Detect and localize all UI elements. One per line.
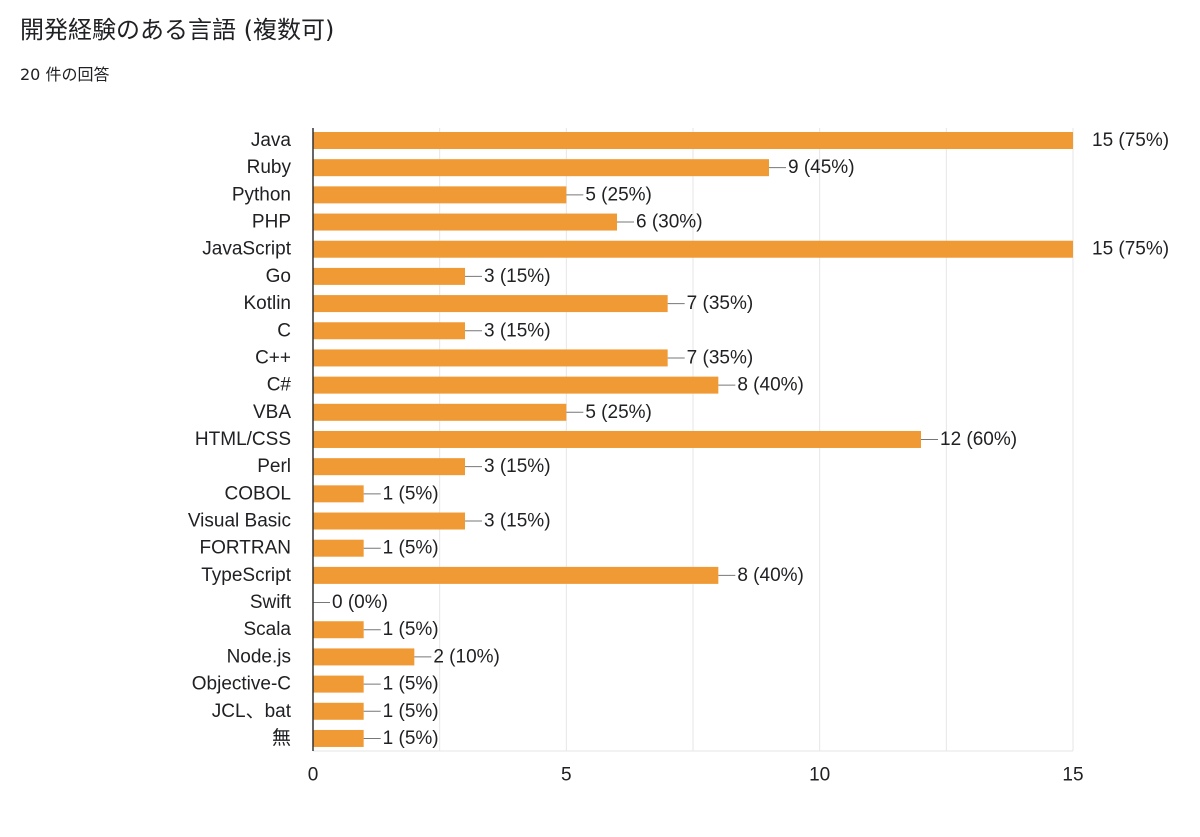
x-tick-label: 0: [308, 765, 319, 786]
data-label: 8 (40%): [737, 375, 804, 396]
category-label: Go: [266, 266, 291, 287]
data-label: 7 (35%): [687, 293, 754, 314]
bar: [313, 213, 617, 231]
x-tick-label: 15: [1062, 765, 1083, 786]
data-label: 1 (5%): [383, 701, 439, 722]
data-label: 15 (75%): [1092, 239, 1169, 260]
bar: [313, 729, 364, 747]
chart-title: 開発経験のある言語 (複数可): [20, 16, 335, 44]
category-label: VBA: [253, 402, 291, 423]
category-label: JavaScript: [202, 239, 291, 260]
bar: [313, 485, 364, 503]
category-label: PHP: [252, 212, 291, 233]
category-label: C++: [255, 347, 291, 368]
category-label: Visual Basic: [188, 511, 291, 532]
bar: [313, 159, 769, 177]
bar: [313, 267, 465, 285]
bar: [313, 458, 465, 476]
bar: [313, 648, 415, 666]
category-label: Python: [232, 184, 291, 205]
bar: [313, 349, 668, 367]
category-label: HTML/CSS: [195, 429, 291, 450]
data-label: 5 (25%): [585, 402, 652, 423]
data-label: 1 (5%): [383, 483, 439, 504]
category-label: Node.js: [227, 646, 291, 667]
category-label: 無: [272, 727, 291, 749]
response-count: 20 件の回答: [20, 65, 110, 84]
bar: [313, 132, 1073, 149]
category-label: Objective-C: [192, 674, 291, 695]
category-label: C#: [267, 375, 292, 396]
data-label: 6 (30%): [636, 212, 703, 233]
category-label: FORTRAN: [200, 538, 291, 559]
bar: [313, 295, 668, 313]
category-label: JCL、bat: [212, 701, 292, 722]
bar: [313, 240, 1073, 258]
bar: [313, 702, 364, 720]
data-label: 1 (5%): [383, 538, 439, 559]
data-label: 7 (35%): [687, 347, 754, 368]
bar: [313, 566, 719, 584]
bar: [313, 539, 364, 557]
data-label: 9 (45%): [788, 157, 855, 178]
bar: [313, 675, 364, 693]
bar: [313, 376, 719, 394]
bar: [313, 430, 921, 448]
category-label: Ruby: [247, 157, 292, 178]
bar: [313, 186, 567, 204]
data-label: 2 (10%): [433, 646, 500, 667]
data-label: 12 (60%): [940, 429, 1017, 450]
category-label: Java: [251, 130, 292, 151]
data-label: 15 (75%): [1092, 130, 1169, 151]
data-label: 1 (5%): [383, 619, 439, 640]
data-label: 5 (25%): [585, 184, 652, 205]
category-label: COBOL: [224, 483, 291, 504]
category-label: Scala: [243, 619, 291, 640]
x-tick-label: 10: [809, 765, 830, 786]
data-label: 0 (0%): [332, 592, 388, 613]
bar: [313, 322, 465, 340]
data-label: 3 (15%): [484, 320, 551, 341]
data-label: 1 (5%): [383, 674, 439, 695]
category-label: Perl: [257, 456, 291, 477]
bar: [313, 621, 364, 639]
category-label: Swift: [250, 592, 292, 613]
bar: [313, 512, 465, 530]
data-label: 3 (15%): [484, 456, 551, 477]
category-label: Kotlin: [243, 293, 291, 314]
bar: [313, 403, 567, 421]
category-label: C: [277, 320, 291, 341]
data-label: 3 (15%): [484, 266, 551, 287]
data-label: 1 (5%): [383, 728, 439, 749]
data-label: 3 (15%): [484, 511, 551, 532]
data-label: 8 (40%): [737, 565, 804, 586]
x-tick-label: 5: [561, 765, 572, 786]
category-label: TypeScript: [201, 565, 291, 586]
